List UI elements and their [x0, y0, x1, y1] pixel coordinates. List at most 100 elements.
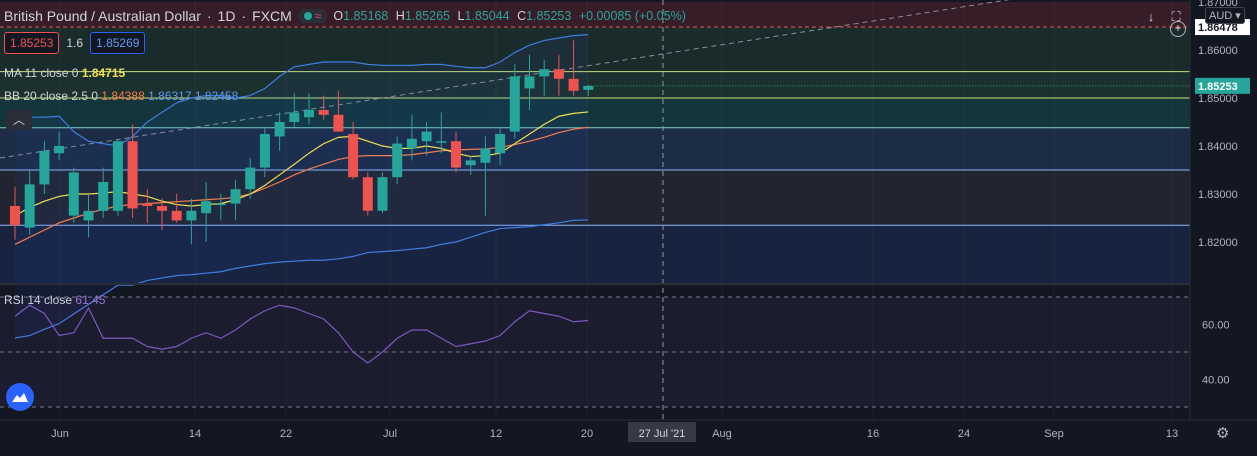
price-tick-label: 1.82000	[1198, 237, 1238, 249]
time-tick-label: 24	[958, 428, 970, 440]
buy-button[interactable]: 1.85269	[90, 32, 146, 54]
ohlc-values: O1.85168 H1.85265 L1.85044 C1.85253 +0.0…	[333, 9, 686, 23]
candle-body	[274, 122, 285, 137]
bb-lower-value: 1.82458	[194, 89, 239, 103]
candle	[436, 112, 447, 154]
change-value: +0.00085 (+0.05%)	[578, 9, 686, 23]
bb-basis-value: 1.84388	[101, 89, 145, 103]
symbol-header: British Pound / Australian Dollar · 1D ·…	[4, 5, 690, 27]
candle	[157, 198, 167, 230]
candle-body	[406, 138, 417, 149]
collapse-legend-button[interactable]: ︿	[6, 110, 32, 130]
ma-legend[interactable]: MA 11 close 0 1.84715	[4, 66, 125, 80]
sell-button[interactable]: 1.85253	[4, 32, 60, 54]
crosshair-time-label: 27 Jul '21	[639, 428, 686, 440]
candle-body	[539, 69, 550, 77]
candle-body	[54, 146, 65, 154]
candle-body	[98, 182, 109, 211]
candle-body	[421, 131, 432, 142]
trade-panel: 1.85253 1.6 1.85269	[4, 32, 146, 54]
candle	[245, 158, 256, 199]
plus-circle-icon[interactable]: +	[1170, 21, 1186, 37]
candle	[524, 54, 535, 110]
candle-body	[553, 69, 564, 79]
candle	[83, 194, 94, 238]
candle-body	[568, 78, 579, 91]
bb-label: BB 20 close 2.5 0	[4, 89, 99, 103]
currency-selector[interactable]: AUD ▾	[1205, 7, 1245, 24]
open-value: 1.85168	[343, 9, 389, 23]
bb-legend[interactable]: BB 20 close 2.5 0 1.84388 1.86317 1.8245…	[4, 89, 238, 103]
market-open-icon	[303, 12, 312, 20]
candle	[127, 124, 138, 218]
exchange-label: FXCM	[252, 8, 292, 24]
candle-body	[495, 134, 506, 154]
candle	[318, 95, 329, 120]
candle	[68, 167, 79, 223]
candle-body	[436, 141, 447, 143]
candle	[274, 112, 285, 151]
candle	[10, 186, 20, 240]
time-tick-label: 14	[189, 428, 201, 440]
price-tick-label: 1.86000	[1198, 45, 1238, 57]
candle-body	[333, 114, 344, 132]
candle-body	[201, 201, 212, 214]
price-tick-label: 1.85253	[1198, 81, 1238, 93]
arrow-down-icon[interactable]: ↓	[1147, 9, 1155, 24]
candle	[186, 198, 197, 245]
price-tick-label: 1.85000	[1198, 93, 1238, 105]
candle	[333, 90, 344, 132]
logo-icon[interactable]	[6, 383, 34, 411]
candle	[215, 194, 226, 221]
price-tick-label: 1.83000	[1198, 189, 1238, 201]
candle	[553, 54, 564, 96]
rsi-tick-label: 60.00	[1202, 320, 1230, 332]
time-tick-label: 13	[1166, 428, 1178, 440]
fullscreen-icon[interactable]: ⛶	[1171, 9, 1181, 24]
candle	[465, 155, 476, 175]
candle	[392, 136, 403, 185]
candle-body	[318, 110, 329, 115]
rsi-line	[14, 304, 589, 364]
fib-zone	[0, 127, 1190, 170]
fib-zone	[0, 1, 1190, 28]
candle-body	[509, 76, 520, 132]
settings-icon[interactable]: ⚙	[1216, 425, 1230, 442]
candle	[98, 167, 109, 218]
interval-label[interactable]: 1D	[217, 8, 236, 24]
candle	[583, 85, 594, 97]
ma-value: 1.84715	[81, 66, 126, 80]
candle-body	[171, 210, 182, 221]
candle-body	[348, 134, 359, 178]
rsi-legend[interactable]: RSI 14 close 61.45	[4, 293, 105, 307]
candle-body	[524, 76, 535, 89]
high-value: 1.85265	[404, 9, 451, 23]
close-value: 1.85253	[526, 9, 572, 23]
candle-body	[289, 112, 300, 122]
candle-body	[451, 141, 461, 168]
candle-body	[24, 184, 35, 228]
crosshair-time-badge	[628, 422, 696, 442]
candle-body	[83, 210, 94, 221]
candle	[171, 194, 182, 223]
candle	[406, 114, 417, 161]
bb-upper-line	[14, 34, 589, 147]
candle-body	[362, 177, 373, 211]
candle-body	[392, 143, 403, 178]
price-tick-label: 1.86478	[1198, 22, 1238, 34]
candle	[495, 126, 506, 166]
candle	[142, 189, 153, 223]
market-status-badge[interactable]: ≈	[297, 9, 328, 23]
candle-body	[112, 141, 123, 211]
candle	[201, 182, 212, 242]
candle-body	[157, 206, 167, 211]
candle-body	[304, 110, 314, 118]
candle-body	[39, 150, 50, 185]
fib-zone	[0, 71, 1190, 98]
fib-zone	[0, 98, 1190, 128]
candle	[480, 136, 491, 216]
symbol-name[interactable]: British Pound / Australian Dollar	[4, 8, 201, 24]
time-tick-label: Aug	[712, 428, 732, 440]
